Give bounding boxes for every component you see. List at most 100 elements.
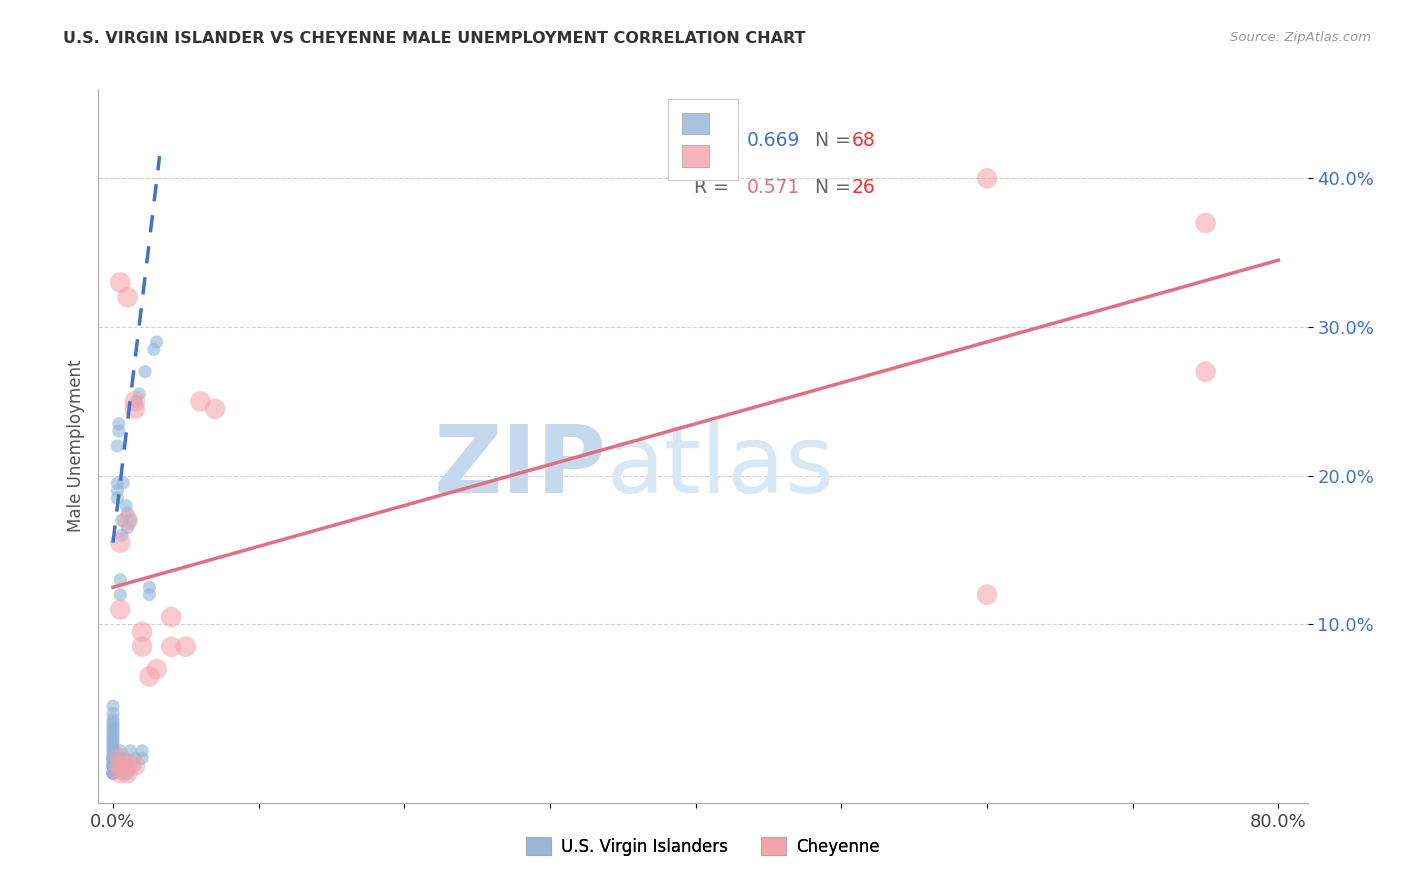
Point (117, 758, 139, 772)
Point (101, 766, 124, 780)
Point (110, 588, 132, 602)
Point (142, 343, 165, 357)
Point (117, 513, 139, 527)
Point (114, 758, 136, 772)
Point (976, 588, 998, 602)
Point (110, 751, 132, 765)
Point (101, 748, 124, 763)
Point (101, 758, 124, 772)
Point (101, 766, 124, 780)
Point (160, 640, 183, 654)
Point (124, 758, 146, 772)
Point (101, 718, 124, 732)
Point (101, 766, 124, 780)
Point (114, 751, 136, 765)
Point (138, 588, 160, 602)
Text: U.S. VIRGIN ISLANDER VS CHEYENNE MALE UNEMPLOYMENT CORRELATION CHART: U.S. VIRGIN ISLANDER VS CHEYENNE MALE UN… (63, 31, 806, 46)
Point (190, 394, 212, 409)
Point (117, 506, 139, 520)
Point (105, 439, 128, 453)
Point (128, 387, 150, 401)
Point (131, 751, 153, 765)
Point (115, 499, 138, 513)
Point (145, 662, 167, 676)
Point (117, 290, 139, 304)
Point (101, 722, 124, 736)
Point (112, 751, 135, 765)
Point (108, 417, 131, 431)
Text: ZIP: ZIP (433, 421, 606, 514)
Point (138, 580, 160, 594)
Point (110, 744, 132, 758)
Point (117, 758, 139, 772)
Point (131, 640, 153, 654)
Point (124, 758, 146, 772)
Point (101, 745, 124, 759)
Point (976, 171, 998, 186)
Point (101, 699, 124, 714)
Point (110, 751, 132, 765)
Point (131, 744, 153, 758)
Text: 0.571: 0.571 (747, 178, 800, 197)
Point (125, 394, 148, 409)
Point (110, 766, 132, 780)
Point (101, 766, 124, 780)
Point (101, 715, 124, 730)
Point (110, 573, 132, 587)
Point (111, 513, 134, 527)
Point (108, 424, 131, 438)
Text: R =: R = (695, 178, 741, 197)
Point (138, 669, 160, 683)
Point (105, 476, 128, 491)
Point (124, 401, 146, 416)
Y-axis label: Male Unemployment: Male Unemployment (66, 359, 84, 533)
Point (101, 733, 124, 747)
Point (111, 528, 134, 542)
Point (1194, 216, 1216, 230)
Point (120, 744, 142, 758)
Text: N =: N = (803, 178, 858, 197)
Point (110, 758, 132, 772)
Point (101, 766, 124, 780)
Point (101, 727, 124, 741)
Text: atlas: atlas (606, 421, 835, 514)
Point (110, 535, 132, 549)
Point (112, 758, 135, 772)
Point (120, 513, 142, 527)
Text: 0.669: 0.669 (747, 131, 800, 151)
Point (101, 751, 124, 765)
Point (101, 706, 124, 721)
Legend: U.S. Virgin Islanders, Cheyenne: U.S. Virgin Islanders, Cheyenne (519, 830, 887, 863)
Point (101, 724, 124, 739)
Point (101, 754, 124, 768)
Point (101, 758, 124, 772)
Text: R =: R = (695, 131, 741, 151)
Point (112, 766, 135, 780)
Point (101, 766, 124, 780)
Point (101, 736, 124, 750)
Point (101, 731, 124, 745)
Point (110, 276, 132, 290)
Text: N =: N = (803, 131, 858, 151)
Point (101, 754, 124, 768)
Point (112, 476, 135, 491)
Point (110, 766, 132, 780)
Point (105, 483, 128, 498)
Point (110, 758, 132, 772)
Point (101, 742, 124, 756)
Point (117, 766, 139, 780)
Point (124, 751, 146, 765)
Point (131, 624, 153, 639)
Point (117, 521, 139, 535)
Text: Source: ZipAtlas.com: Source: ZipAtlas.com (1230, 31, 1371, 45)
Point (117, 766, 139, 780)
Point (101, 739, 124, 754)
Point (160, 610, 183, 624)
Point (134, 365, 156, 379)
Point (105, 491, 128, 505)
Point (101, 758, 124, 772)
Point (124, 394, 146, 409)
Point (101, 751, 124, 765)
Text: 26: 26 (852, 178, 876, 197)
Point (110, 602, 132, 616)
